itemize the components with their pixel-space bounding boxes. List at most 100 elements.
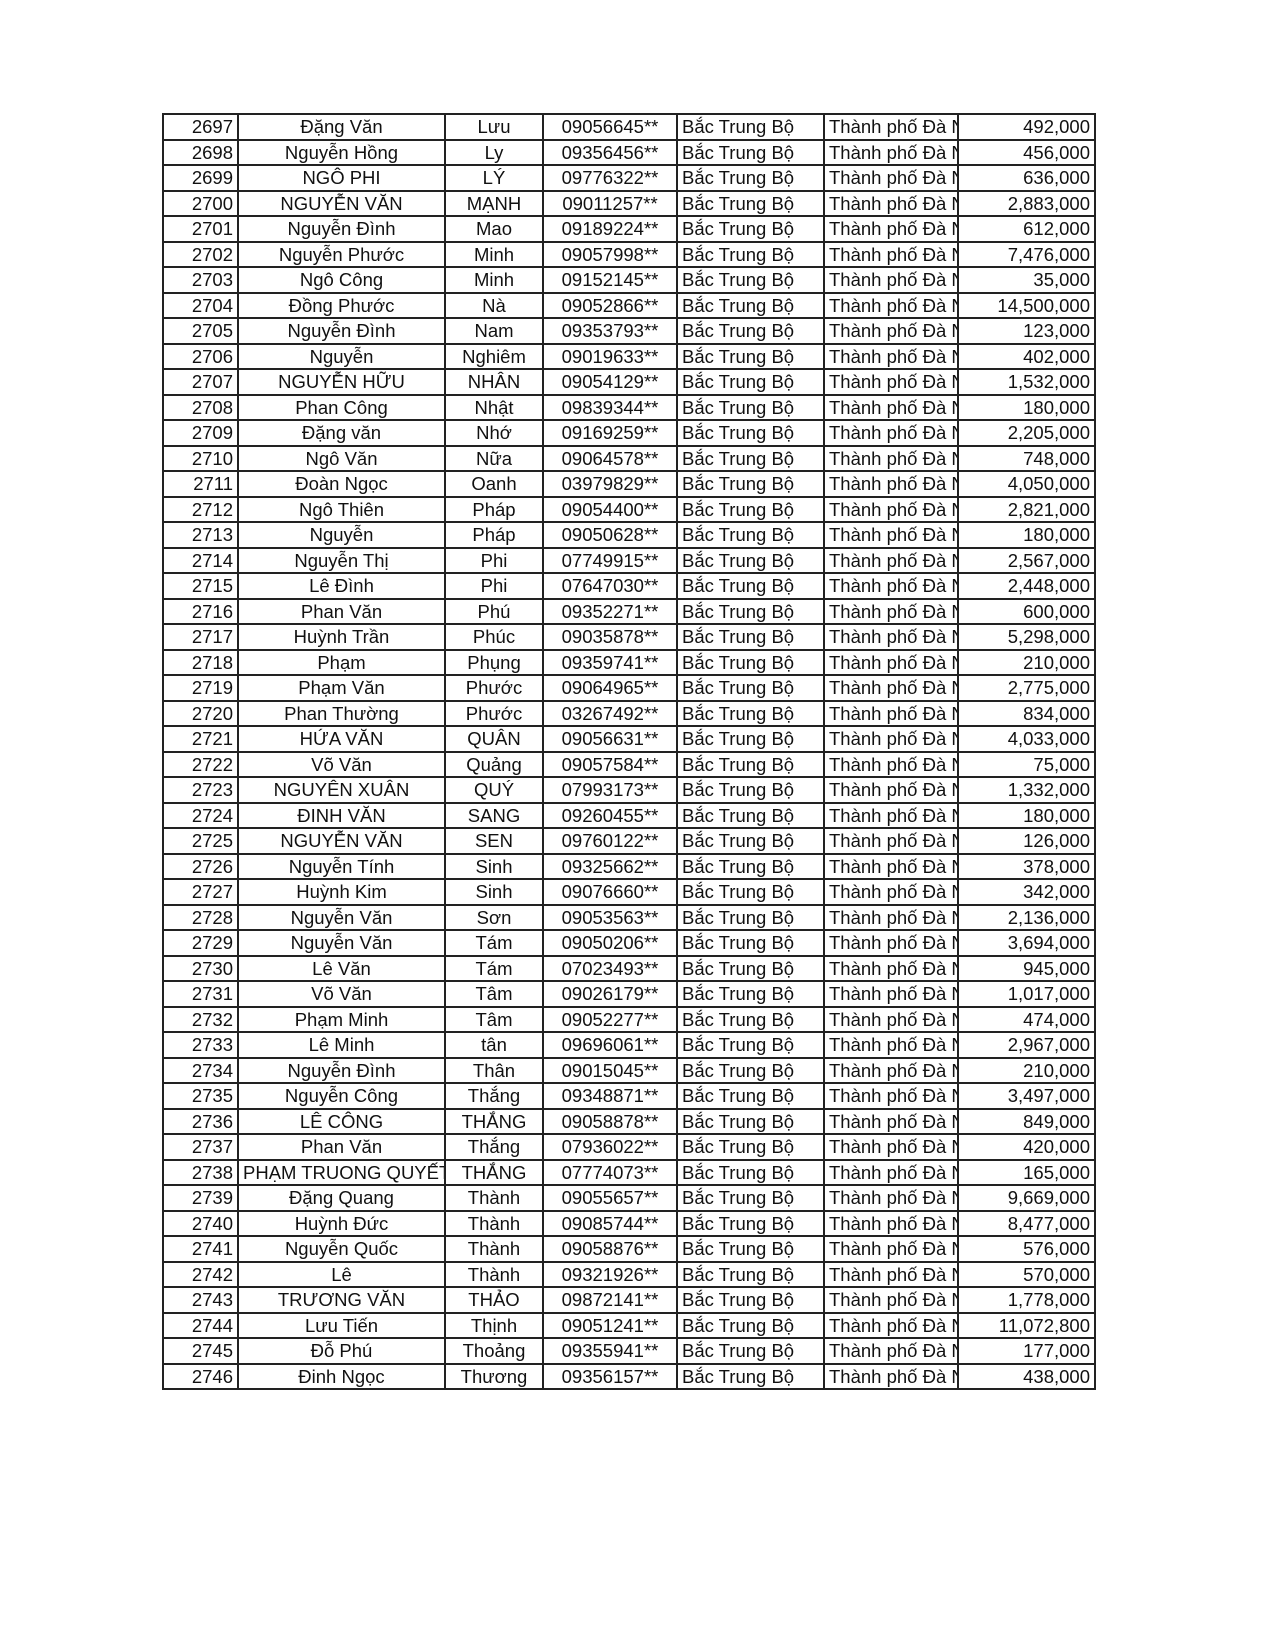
amount-cell: 600,000 — [957, 597, 1096, 625]
table-row: 2713 Nguyễn Pháp 09050628** Bắc Trung Bộ Thàn… — [162, 521, 1096, 549]
surname-cell: Nguyễn Phước — [237, 240, 446, 268]
phone-cell: 09035878** — [542, 623, 678, 651]
region-cell: Bắc Trung Bộ — [676, 750, 825, 778]
row-number-cell: 2708 — [162, 393, 239, 421]
city-cell: Thành phố Đà N — [823, 291, 959, 319]
city-cell: Thành phố Đà N — [823, 1209, 959, 1237]
city-cell: Thành phố Đà N — [823, 1235, 959, 1263]
table-row: 2722 Võ Văn Quảng 09057584** Bắc Trung Bộ Thà… — [162, 750, 1096, 778]
surname-cell: Võ Văn — [237, 980, 446, 1008]
surname-cell: Nguyễn Văn — [237, 903, 446, 931]
row-number-cell: 2746 — [162, 1362, 239, 1390]
amount-cell: 210,000 — [957, 648, 1096, 676]
given-name-cell: Sinh — [444, 878, 544, 906]
surname-cell: LÊ CÔNG — [237, 1107, 446, 1135]
surname-cell: ĐINH VĂN — [237, 801, 446, 829]
phone-cell: 09058876** — [542, 1235, 678, 1263]
given-name-cell: THẮNG — [444, 1107, 544, 1135]
city-cell: Thành phố Đà N — [823, 113, 959, 141]
given-name-cell: Thoảng — [444, 1337, 544, 1365]
given-name-cell: Thành — [444, 1209, 544, 1237]
amount-cell: 2,821,000 — [957, 495, 1096, 523]
city-cell: Thành phố Đà N — [823, 1082, 959, 1110]
row-number-cell: 2712 — [162, 495, 239, 523]
amount-cell: 342,000 — [957, 878, 1096, 906]
table-row: 2727 Huỳnh Kim Sinh 09076660** Bắc Trung Bộ T… — [162, 878, 1096, 906]
phone-cell: 09872141** — [542, 1286, 678, 1314]
city-cell: Thành phố Đà N — [823, 852, 959, 880]
table-row: 2701 Nguyễn Đình Mao 09189224** Bắc Trung Bộ… — [162, 215, 1096, 243]
given-name-cell: Thành — [444, 1184, 544, 1212]
given-name-cell: Tám — [444, 954, 544, 982]
table-row: 2741 Nguyễn Quốc Thành 09058876** Bắc Trung … — [162, 1235, 1096, 1263]
city-cell: Thành phố Đà N — [823, 342, 959, 370]
region-cell: Bắc Trung Bộ — [676, 164, 825, 192]
amount-cell: 834,000 — [957, 699, 1096, 727]
amount-cell: 5,298,000 — [957, 623, 1096, 651]
table-row: 2716 Phan Văn Phú 09352271** Bắc Trung Bộ Thà… — [162, 597, 1096, 625]
phone-cell: 03267492** — [542, 699, 678, 727]
table-row: 2704 Đồng Phước Nà 09052866** Bắc Trung Bộ Th… — [162, 291, 1096, 319]
amount-cell: 11,072,800 — [957, 1311, 1096, 1339]
city-cell: Thành phố Đà N — [823, 725, 959, 753]
amount-cell: 165,000 — [957, 1158, 1096, 1186]
table-row: 2706 Nguyễn Nghiêm 09019633** Bắc Trung Bộ Th… — [162, 342, 1096, 370]
row-number-cell: 2715 — [162, 572, 239, 600]
city-cell: Thành phố Đà N — [823, 597, 959, 625]
table-row: 2699 NGÔ PHI LÝ 09776322** Bắc Trung Bộ Thành… — [162, 164, 1096, 192]
surname-cell: Huỳnh Kim — [237, 878, 446, 906]
given-name-cell: Quảng — [444, 750, 544, 778]
row-number-cell: 2725 — [162, 827, 239, 855]
amount-cell: 126,000 — [957, 827, 1096, 855]
given-name-cell: Thịnh — [444, 1311, 544, 1339]
table-row: 2746 Đinh Ngọc Thương 09356157** Bắc Trung B… — [162, 1362, 1096, 1390]
row-number-cell: 2706 — [162, 342, 239, 370]
table-body: 2697 Đặng Văn Lưu 09056645** Bắc Trung Bộ Thà… — [162, 113, 1096, 1390]
region-cell: Bắc Trung Bộ — [676, 291, 825, 319]
region-cell: Bắc Trung Bộ — [676, 342, 825, 370]
amount-cell: 177,000 — [957, 1337, 1096, 1365]
row-number-cell: 2738 — [162, 1158, 239, 1186]
city-cell: Thành phố Đà N — [823, 419, 959, 447]
table-row: 2730 Lê Văn Tám 07023493** Bắc Trung Bộ Thành… — [162, 954, 1096, 982]
row-number-cell: 2710 — [162, 444, 239, 472]
surname-cell: Phan Công — [237, 393, 446, 421]
table-row: 2720 Phan Thường Phước 03267492** Bắc Trung … — [162, 699, 1096, 727]
amount-cell: 7,476,000 — [957, 240, 1096, 268]
row-number-cell: 2719 — [162, 674, 239, 702]
row-number-cell: 2736 — [162, 1107, 239, 1135]
region-cell: Bắc Trung Bộ — [676, 725, 825, 753]
amount-cell: 8,477,000 — [957, 1209, 1096, 1237]
region-cell: Bắc Trung Bộ — [676, 215, 825, 243]
phone-cell: 09026179** — [542, 980, 678, 1008]
city-cell: Thành phố Đà N — [823, 827, 959, 855]
row-number-cell: 2720 — [162, 699, 239, 727]
surname-cell: Lưu Tiến — [237, 1311, 446, 1339]
city-cell: Thành phố Đà N — [823, 1260, 959, 1288]
table-row: 2737 Phan Văn Thắng 07936022** Bắc Trung Bộ T… — [162, 1133, 1096, 1161]
given-name-cell: Thành — [444, 1235, 544, 1263]
row-number-cell: 2711 — [162, 470, 239, 498]
surname-cell: Đặng văn — [237, 419, 446, 447]
region-cell: Bắc Trung Bộ — [676, 393, 825, 421]
row-number-cell: 2742 — [162, 1260, 239, 1288]
row-number-cell: 2704 — [162, 291, 239, 319]
given-name-cell: Thắng — [444, 1133, 544, 1161]
surname-cell: Nguyễn Hồng — [237, 138, 446, 166]
phone-cell: 09052277** — [542, 1005, 678, 1033]
region-cell: Bắc Trung Bộ — [676, 1133, 825, 1161]
city-cell: Thành phố Đà N — [823, 1286, 959, 1314]
phone-cell: 09839344** — [542, 393, 678, 421]
given-name-cell: LÝ — [444, 164, 544, 192]
phone-cell: 09064965** — [542, 674, 678, 702]
amount-cell: 1,532,000 — [957, 368, 1096, 396]
city-cell: Thành phố Đà N — [823, 878, 959, 906]
surname-cell: Ngô Thiên — [237, 495, 446, 523]
given-name-cell: Minh — [444, 266, 544, 294]
region-cell: Bắc Trung Bộ — [676, 521, 825, 549]
row-number-cell: 2714 — [162, 546, 239, 574]
amount-cell: 123,000 — [957, 317, 1096, 345]
phone-cell: 07647030** — [542, 572, 678, 600]
city-cell: Thành phố Đà N — [823, 648, 959, 676]
region-cell: Bắc Trung Bộ — [676, 1260, 825, 1288]
